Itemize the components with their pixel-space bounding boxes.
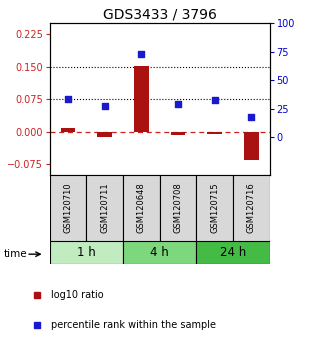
Text: GSM120716: GSM120716 bbox=[247, 183, 256, 233]
Text: 4 h: 4 h bbox=[150, 246, 169, 259]
Bar bbox=[97, 132, 112, 137]
Bar bbox=[207, 132, 222, 134]
Point bbox=[139, 51, 144, 57]
Text: GSM120715: GSM120715 bbox=[210, 183, 219, 233]
Text: GSM120708: GSM120708 bbox=[174, 183, 183, 233]
Text: 24 h: 24 h bbox=[220, 246, 246, 259]
Bar bbox=[61, 128, 75, 132]
Bar bbox=[50, 175, 86, 241]
Text: log10 ratio: log10 ratio bbox=[51, 290, 104, 300]
Title: GDS3433 / 3796: GDS3433 / 3796 bbox=[103, 8, 217, 22]
Text: GSM120648: GSM120648 bbox=[137, 183, 146, 233]
Bar bbox=[123, 241, 196, 264]
Point bbox=[65, 96, 71, 102]
Point bbox=[102, 103, 107, 108]
Point bbox=[212, 97, 217, 103]
Text: 1 h: 1 h bbox=[77, 246, 96, 259]
Bar bbox=[171, 132, 185, 135]
Bar bbox=[196, 241, 270, 264]
Bar bbox=[86, 175, 123, 241]
Text: GSM120710: GSM120710 bbox=[64, 183, 73, 233]
Point bbox=[249, 115, 254, 120]
Bar bbox=[233, 175, 270, 241]
Point bbox=[176, 102, 181, 107]
Text: time: time bbox=[3, 249, 27, 259]
Bar bbox=[123, 175, 160, 241]
Bar bbox=[196, 175, 233, 241]
Text: percentile rank within the sample: percentile rank within the sample bbox=[51, 320, 216, 330]
Bar bbox=[134, 66, 149, 132]
Bar bbox=[50, 241, 123, 264]
Bar bbox=[160, 175, 196, 241]
Bar bbox=[244, 132, 259, 160]
Text: GSM120711: GSM120711 bbox=[100, 183, 109, 233]
